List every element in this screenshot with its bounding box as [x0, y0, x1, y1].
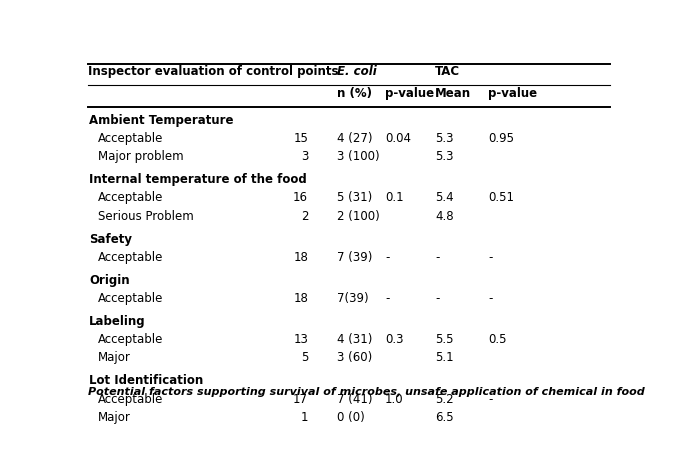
- Text: 1.0: 1.0: [385, 393, 404, 406]
- Text: 7 (39): 7 (39): [337, 251, 373, 264]
- Text: 0.3: 0.3: [385, 333, 404, 346]
- Text: E. coli: E. coli: [337, 65, 377, 78]
- Text: 0.1: 0.1: [385, 191, 404, 204]
- Text: p-value: p-value: [385, 87, 434, 100]
- Text: Lot Identification: Lot Identification: [89, 374, 203, 388]
- Text: Origin: Origin: [89, 274, 130, 287]
- Text: Ambient Temperature: Ambient Temperature: [89, 114, 234, 127]
- Text: Serious Problem: Serious Problem: [98, 210, 194, 223]
- Text: Acceptable: Acceptable: [98, 251, 163, 264]
- Text: 18: 18: [293, 292, 308, 305]
- Text: 17: 17: [293, 393, 308, 406]
- Text: 7 (41): 7 (41): [337, 393, 373, 406]
- Text: Acceptable: Acceptable: [98, 191, 163, 204]
- Text: -: -: [385, 292, 389, 305]
- Text: 18: 18: [293, 251, 308, 264]
- Text: -: -: [385, 251, 389, 264]
- Text: Major: Major: [98, 351, 131, 365]
- Text: TAC: TAC: [436, 65, 460, 78]
- Text: 5.3: 5.3: [436, 132, 454, 145]
- Text: Acceptable: Acceptable: [98, 132, 163, 145]
- Text: Potential factors supporting survival of microbes, unsafe application of chemica: Potential factors supporting survival of…: [88, 387, 645, 397]
- Text: p-value: p-value: [488, 87, 538, 100]
- Text: -: -: [488, 292, 492, 305]
- Text: 16: 16: [293, 191, 308, 204]
- Text: Acceptable: Acceptable: [98, 292, 163, 305]
- Text: 5.5: 5.5: [436, 333, 454, 346]
- Text: Internal temperature of the food: Internal temperature of the food: [89, 173, 307, 186]
- Text: 5.4: 5.4: [436, 191, 454, 204]
- Text: 3: 3: [301, 150, 308, 163]
- Text: 0 (0): 0 (0): [337, 411, 365, 424]
- Text: 13: 13: [293, 333, 308, 346]
- Text: 4 (27): 4 (27): [337, 132, 373, 145]
- Text: Inspector evaluation of control points: Inspector evaluation of control points: [88, 65, 339, 78]
- Text: 5 (31): 5 (31): [337, 191, 373, 204]
- Text: Major problem: Major problem: [98, 150, 183, 163]
- Text: 7(39): 7(39): [337, 292, 369, 305]
- Text: 6.5: 6.5: [436, 411, 454, 424]
- Text: -: -: [436, 292, 440, 305]
- Text: 15: 15: [293, 132, 308, 145]
- Text: 0.95: 0.95: [488, 132, 514, 145]
- Text: Mean: Mean: [436, 87, 471, 100]
- Text: Major: Major: [98, 411, 131, 424]
- Text: 2: 2: [301, 210, 308, 223]
- Text: 4.8: 4.8: [436, 210, 454, 223]
- Text: -: -: [488, 393, 492, 406]
- Text: 0.51: 0.51: [488, 191, 514, 204]
- Text: Labeling: Labeling: [89, 315, 146, 328]
- Text: 5: 5: [301, 351, 308, 365]
- Text: 5.2: 5.2: [436, 393, 454, 406]
- Text: 3 (60): 3 (60): [337, 351, 373, 365]
- Text: -: -: [488, 251, 492, 264]
- Text: n (%): n (%): [337, 87, 372, 100]
- Text: 5.1: 5.1: [436, 351, 454, 365]
- Text: -: -: [436, 251, 440, 264]
- Text: 5.3: 5.3: [436, 150, 454, 163]
- Text: Safety: Safety: [89, 233, 132, 245]
- Text: Acceptable: Acceptable: [98, 333, 163, 346]
- Text: 0.5: 0.5: [488, 333, 507, 346]
- Text: 1: 1: [301, 411, 308, 424]
- Text: 4 (31): 4 (31): [337, 333, 373, 346]
- Text: Acceptable: Acceptable: [98, 393, 163, 406]
- Text: 2 (100): 2 (100): [337, 210, 380, 223]
- Text: 0.04: 0.04: [385, 132, 411, 145]
- Text: 3 (100): 3 (100): [337, 150, 380, 163]
